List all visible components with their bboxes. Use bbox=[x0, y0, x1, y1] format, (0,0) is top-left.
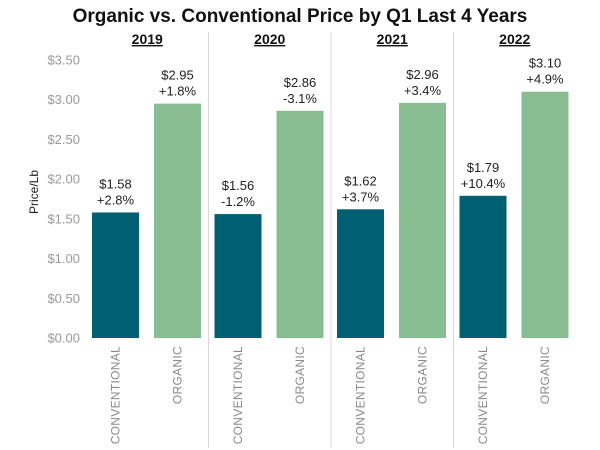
change-label: +2.8% bbox=[97, 192, 135, 207]
change-label: +4.9% bbox=[526, 72, 564, 87]
bar-conventional-2020 bbox=[214, 214, 262, 338]
category-label: CONVENTIONAL bbox=[109, 346, 123, 444]
category-label: CONVENTIONAL bbox=[231, 346, 245, 444]
price-label: $1.58 bbox=[99, 176, 132, 191]
category-label: ORGANIC bbox=[293, 346, 307, 404]
y-axis-label: Price/Lb bbox=[27, 170, 41, 214]
bar-organic-2021 bbox=[399, 102, 446, 338]
y-tick-label: $1.50 bbox=[47, 211, 80, 226]
category-label: ORGANIC bbox=[416, 346, 430, 404]
year-header: 2019 bbox=[132, 31, 163, 47]
y-tick-label: $1.00 bbox=[47, 251, 80, 266]
bar-conventional-2019 bbox=[92, 212, 139, 338]
change-label: +3.4% bbox=[404, 83, 442, 98]
category-label: ORGANIC bbox=[171, 346, 185, 404]
year-panel-2021: 2021 $1.62+3.7% CONVENTIONAL $2.96+3.4% ORGA… bbox=[337, 31, 446, 444]
y-tick-label: $0.50 bbox=[47, 291, 80, 306]
price-label: $3.10 bbox=[529, 56, 562, 71]
year-header: 2021 bbox=[377, 31, 408, 47]
price-label: $1.56 bbox=[222, 178, 255, 193]
bar-organic-2020 bbox=[276, 110, 324, 339]
y-tick-label: $3.50 bbox=[47, 52, 80, 67]
bar-conventional-2022 bbox=[459, 195, 507, 338]
category-label: CONVENTIONAL bbox=[476, 346, 490, 444]
price-label: $2.95 bbox=[161, 68, 194, 83]
bar-conventional-2021 bbox=[337, 209, 384, 338]
year-panel-2022: 2022 $1.79+10.4% CONVENTIONAL $3.10+4.9% ORG… bbox=[459, 31, 569, 444]
year-header: 2022 bbox=[499, 31, 530, 47]
change-label: +3.7% bbox=[342, 189, 380, 204]
change-label: -3.1% bbox=[283, 91, 317, 106]
price-label: $2.96 bbox=[406, 67, 439, 82]
y-tick-label: $3.00 bbox=[47, 92, 80, 107]
change-label: +10.4% bbox=[461, 176, 506, 191]
chart-title: Organic vs. Conventional Price by Q1 Las… bbox=[73, 6, 528, 27]
change-label: -1.2% bbox=[221, 194, 255, 209]
y-tick-label: $2.50 bbox=[47, 132, 80, 147]
category-label: CONVENTIONAL bbox=[354, 346, 368, 444]
y-tick-label: $0.00 bbox=[47, 331, 80, 346]
change-label: +1.8% bbox=[159, 84, 197, 99]
price-label: $1.62 bbox=[344, 173, 377, 188]
bar-organic-2019 bbox=[154, 103, 201, 338]
year-header: 2020 bbox=[254, 31, 285, 47]
price-label: $2.86 bbox=[284, 75, 317, 90]
price-label: $1.79 bbox=[467, 160, 500, 175]
y-axis: $0.00 $0.50 $1.00 $1.50 $2.00 $2.50 $3.00 $3.50 bbox=[47, 52, 80, 345]
y-tick-label: $2.00 bbox=[47, 172, 80, 187]
bar-organic-2022 bbox=[521, 91, 569, 338]
year-panel-2019: 2019 $1.58+2.8% CONVENTIONAL $2.95+1.8% ORGA… bbox=[92, 31, 201, 444]
category-label: ORGANIC bbox=[538, 346, 552, 404]
year-panels: 2019 $1.58+2.8% CONVENTIONAL $2.95+1.8% ORGA… bbox=[92, 31, 569, 448]
year-panel-2020: 2020 $1.56-1.2% CONVENTIONAL $2.86-3.1% ORGA… bbox=[214, 31, 324, 444]
